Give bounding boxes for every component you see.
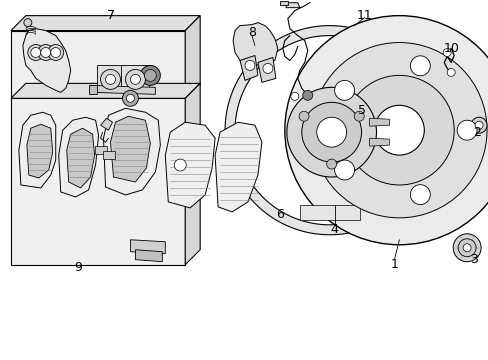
- Polygon shape: [96, 66, 124, 92]
- Text: 6: 6: [275, 208, 283, 221]
- Circle shape: [409, 185, 429, 204]
- Circle shape: [125, 69, 145, 89]
- Circle shape: [470, 117, 486, 133]
- Circle shape: [474, 121, 482, 129]
- Polygon shape: [279, 1, 287, 5]
- Circle shape: [31, 48, 41, 58]
- Polygon shape: [103, 108, 160, 195]
- Circle shape: [409, 56, 429, 76]
- Circle shape: [442, 49, 450, 57]
- Circle shape: [130, 75, 140, 84]
- Polygon shape: [135, 250, 162, 262]
- Circle shape: [447, 68, 454, 76]
- Circle shape: [457, 239, 475, 257]
- Circle shape: [462, 244, 470, 252]
- Circle shape: [144, 69, 156, 81]
- Polygon shape: [23, 28, 71, 92]
- Text: 7: 7: [106, 9, 114, 22]
- Circle shape: [285, 15, 488, 245]
- Polygon shape: [101, 118, 112, 130]
- Polygon shape: [224, 26, 409, 235]
- Polygon shape: [369, 118, 388, 126]
- Polygon shape: [88, 85, 96, 94]
- Circle shape: [263, 63, 272, 73]
- Circle shape: [452, 234, 480, 262]
- Polygon shape: [11, 31, 185, 100]
- Polygon shape: [258, 58, 275, 82]
- Circle shape: [28, 45, 44, 60]
- Polygon shape: [165, 122, 215, 208]
- Text: 11: 11: [356, 9, 372, 22]
- Circle shape: [374, 105, 424, 155]
- Circle shape: [105, 75, 115, 84]
- Polygon shape: [102, 151, 114, 159]
- Circle shape: [334, 160, 354, 180]
- Polygon shape: [94, 146, 106, 154]
- Circle shape: [48, 45, 63, 60]
- Polygon shape: [11, 84, 200, 98]
- Circle shape: [301, 102, 361, 162]
- Circle shape: [174, 159, 186, 171]
- Circle shape: [122, 90, 138, 106]
- Circle shape: [140, 66, 160, 85]
- Polygon shape: [90, 85, 155, 94]
- Circle shape: [326, 159, 336, 169]
- Circle shape: [311, 42, 486, 218]
- Text: 8: 8: [247, 26, 255, 39]
- Polygon shape: [11, 15, 200, 31]
- Text: 4: 4: [330, 223, 338, 236]
- Text: 1: 1: [390, 258, 398, 271]
- Text: 9: 9: [75, 261, 82, 274]
- Text: 3: 3: [469, 253, 477, 266]
- Polygon shape: [369, 138, 388, 146]
- Polygon shape: [299, 205, 359, 220]
- Polygon shape: [11, 98, 185, 265]
- Polygon shape: [110, 116, 150, 182]
- Circle shape: [316, 117, 346, 147]
- Polygon shape: [240, 55, 258, 80]
- Circle shape: [38, 45, 54, 60]
- Circle shape: [286, 87, 376, 177]
- Circle shape: [244, 60, 254, 71]
- Circle shape: [51, 48, 61, 58]
- Polygon shape: [19, 112, 56, 188]
- Circle shape: [299, 111, 308, 121]
- Text: 10: 10: [442, 42, 458, 55]
- Circle shape: [302, 90, 312, 100]
- Circle shape: [101, 69, 120, 89]
- Circle shape: [334, 80, 354, 100]
- Polygon shape: [27, 124, 53, 178]
- Circle shape: [290, 92, 298, 100]
- Polygon shape: [121, 66, 149, 92]
- Polygon shape: [130, 240, 165, 254]
- Polygon shape: [59, 117, 99, 197]
- Circle shape: [41, 48, 51, 58]
- Circle shape: [344, 75, 453, 185]
- Polygon shape: [233, 23, 277, 66]
- Circle shape: [24, 19, 32, 27]
- Circle shape: [354, 111, 364, 121]
- Circle shape: [126, 94, 134, 102]
- Polygon shape: [185, 84, 200, 265]
- Circle shape: [456, 120, 476, 140]
- Polygon shape: [66, 128, 94, 188]
- Polygon shape: [185, 15, 200, 100]
- Text: 5: 5: [357, 104, 365, 117]
- Polygon shape: [215, 122, 262, 212]
- Polygon shape: [285, 3, 299, 8]
- Text: 2: 2: [472, 126, 480, 139]
